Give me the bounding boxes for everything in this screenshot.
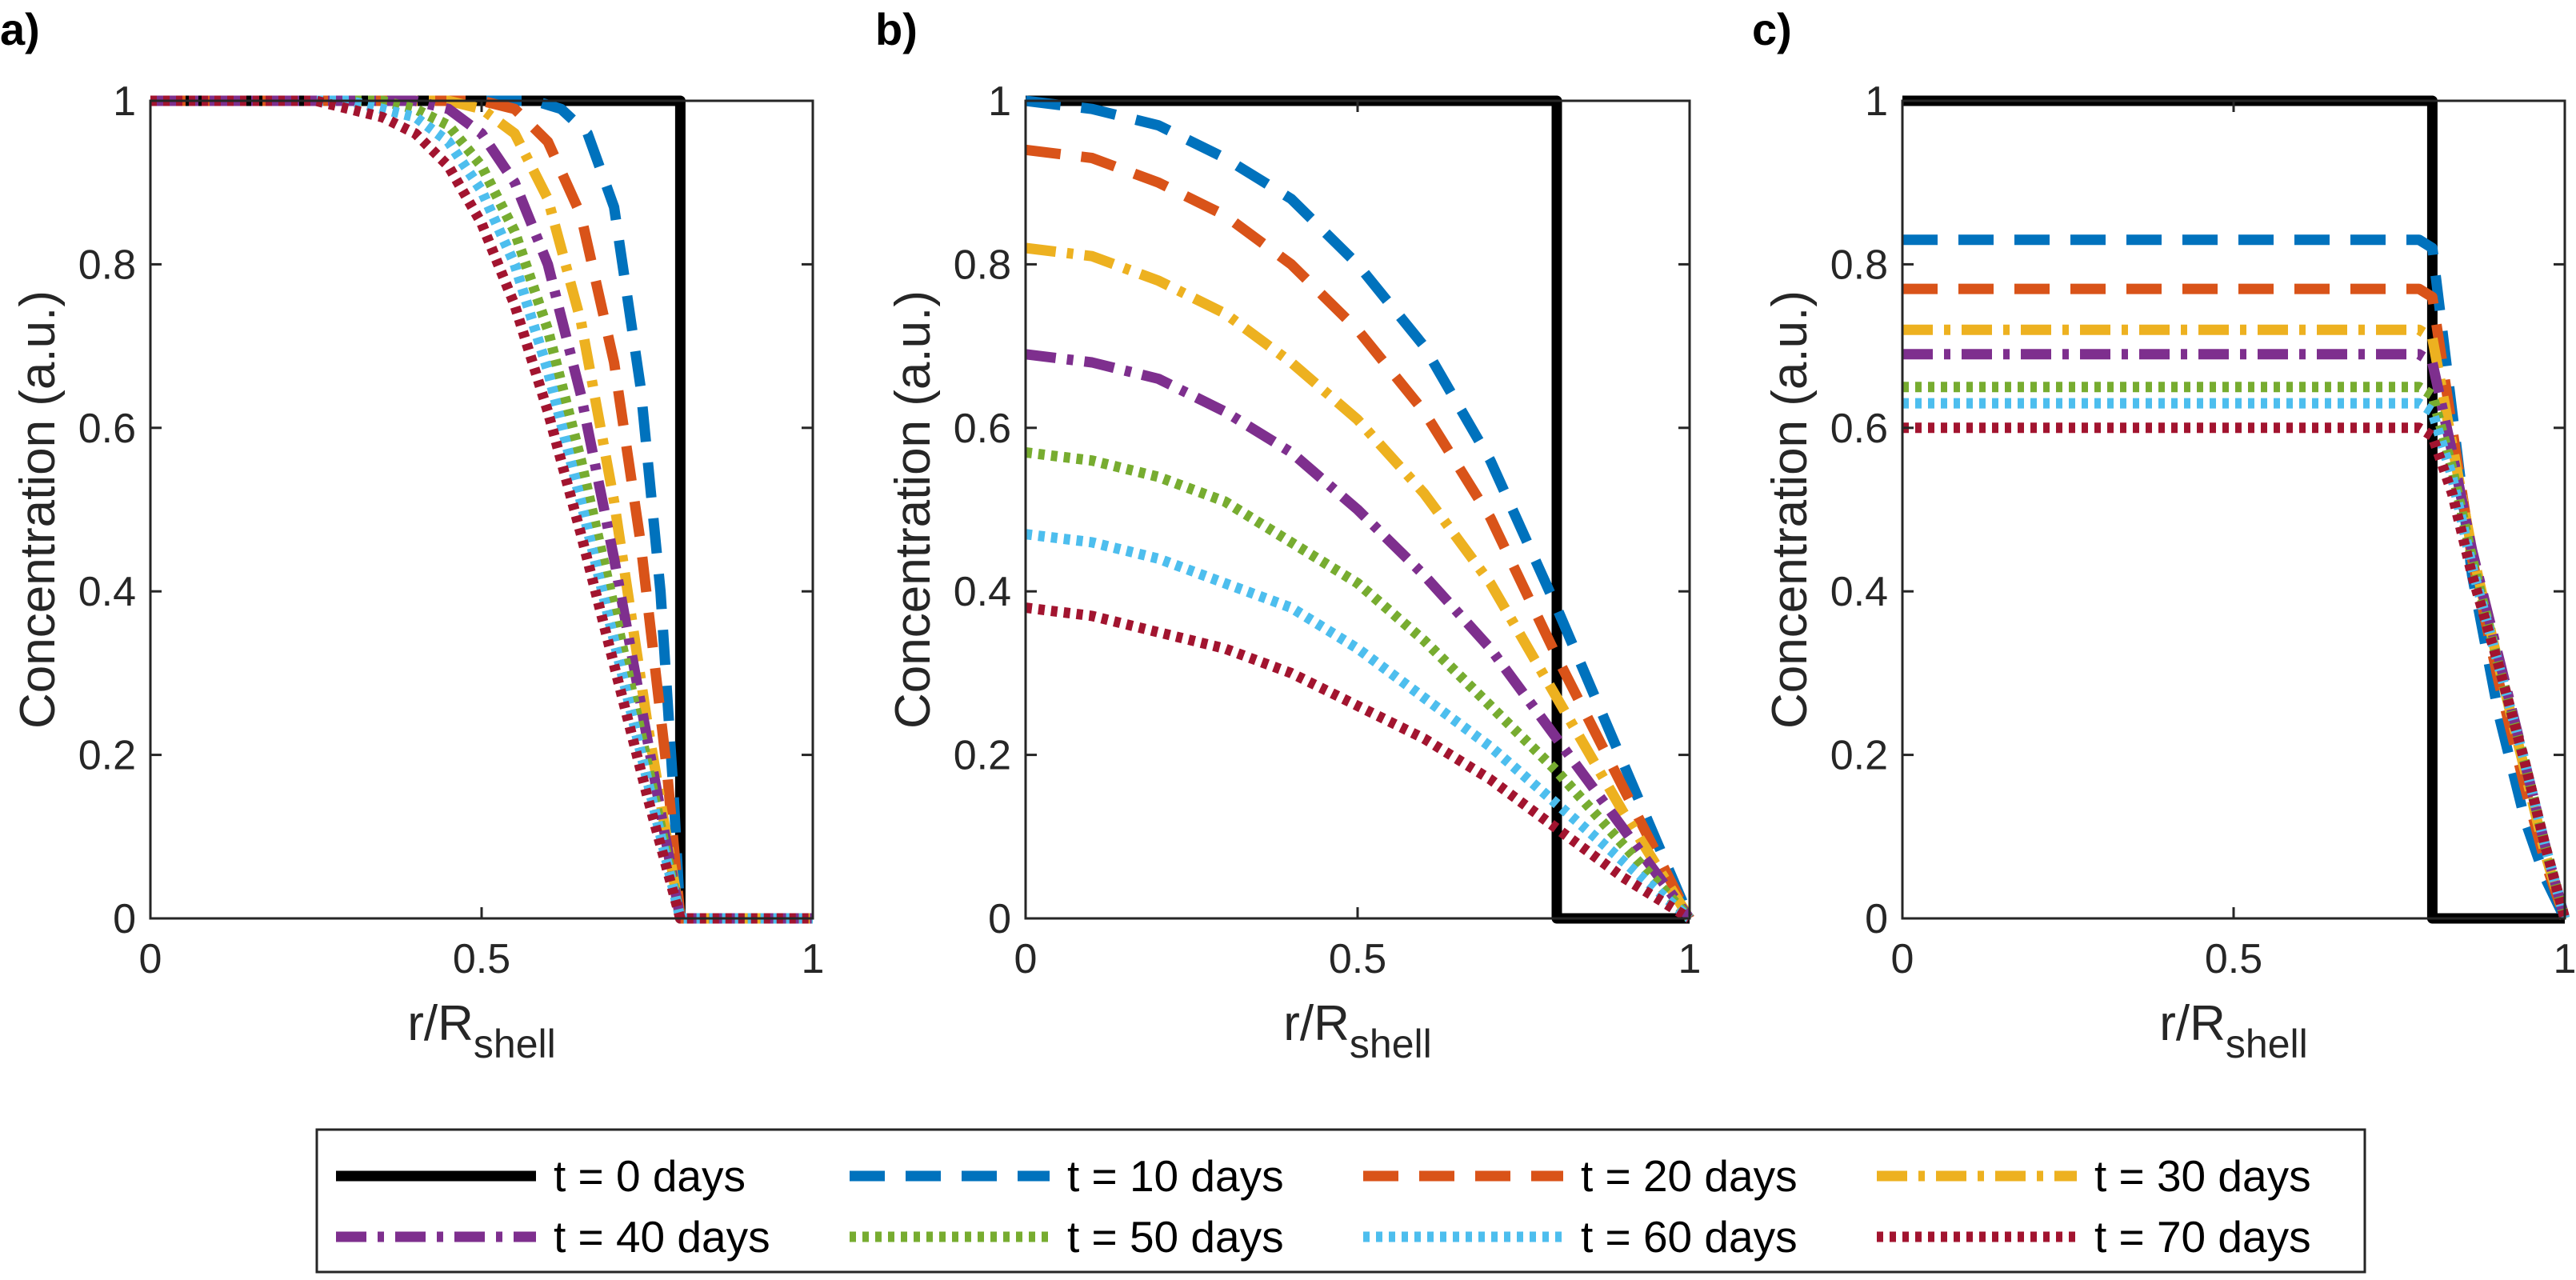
legend-label: t = 60 days xyxy=(1581,1212,1798,1262)
series-line-t-50-days xyxy=(1902,382,2570,920)
series-group xyxy=(150,95,813,924)
legend-box xyxy=(315,1128,2366,1274)
x-tick-label: 0 xyxy=(139,936,162,982)
series-line-t-20-days xyxy=(150,95,813,924)
y-tick-label: 0.2 xyxy=(1830,733,1888,779)
x-tick-label: 1 xyxy=(1678,936,1702,982)
y-tick-label: 0.6 xyxy=(954,406,1011,452)
legend-entry: t = 10 days xyxy=(850,1151,1284,1201)
legend-entry: t = 50 days xyxy=(850,1212,1284,1262)
legend-label: t = 0 days xyxy=(554,1151,746,1201)
y-tick-label: 0.8 xyxy=(78,242,136,288)
y-tick-label: 0.4 xyxy=(78,569,136,615)
legend-label: t = 30 days xyxy=(2094,1151,2311,1201)
y-tick-label: 0.8 xyxy=(954,242,1011,288)
series-line-t-20-days xyxy=(1902,283,2570,921)
legend-entry: t = 40 days xyxy=(336,1212,770,1262)
x-axis-label-subscript: shell xyxy=(474,1022,556,1066)
x-axis-label: r/Rshell xyxy=(2159,996,2308,1066)
y-tick-label: 0 xyxy=(1865,896,1888,942)
legend-entry: t = 0 days xyxy=(336,1151,746,1201)
y-tick-label: 0.8 xyxy=(1830,242,1888,288)
series-line-t-60-days xyxy=(1902,398,2570,920)
legend-label: t = 40 days xyxy=(554,1212,770,1262)
series-line-t-50-days xyxy=(1025,447,1694,922)
series-line-t-10-days xyxy=(150,95,813,924)
panels: 00.20.40.60.810 0.5 1r/RshellConcentration… xyxy=(0,4,2576,1066)
y-tick-label: 1 xyxy=(1865,78,1888,125)
y-tick-label: 1 xyxy=(113,78,136,125)
legend-label: t = 20 days xyxy=(1581,1151,1798,1201)
series-line-t-30-days xyxy=(1902,324,2570,920)
x-axis-label-subscript: shell xyxy=(2226,1022,2308,1066)
legend: t = 0 days t = 10 days t = 20 days t = 30 d… xyxy=(315,1128,2366,1274)
series-line-t-40-days xyxy=(1025,349,1694,922)
legend-entry: t = 60 days xyxy=(1363,1212,1798,1262)
series-line-t-20-days xyxy=(1025,144,1694,921)
y-tick-label: 0 xyxy=(988,896,1011,942)
x-tick-label: 0 xyxy=(1891,936,1914,982)
y-axis-label: Concentration (a.u.) xyxy=(10,290,66,729)
series-line-t-70-days xyxy=(1025,602,1693,923)
panel-label: b) xyxy=(875,4,918,54)
series-line-t-50-days xyxy=(150,95,813,924)
x-axis-label-main: r/R xyxy=(1283,996,1350,1051)
x-axis-label-main: r/R xyxy=(2159,996,2226,1051)
x-tick-label: 0 xyxy=(1014,936,1038,982)
panel-label: c) xyxy=(1752,4,1792,54)
series-line-t-40-days xyxy=(1902,349,2570,920)
y-axis-label: Concentration (a.u.) xyxy=(1762,290,1818,729)
series-line-t-10-days xyxy=(1025,95,1694,921)
x-tick-label: 1 xyxy=(802,936,825,982)
x-axis-label: r/Rshell xyxy=(407,996,556,1066)
x-tick-label: 0.5 xyxy=(453,936,510,982)
x-axis-label-main: r/R xyxy=(407,996,474,1051)
series-line-t-30-days xyxy=(1025,242,1694,922)
y-tick-label: 0 xyxy=(113,896,136,942)
y-tick-label: 1 xyxy=(988,78,1011,125)
series-line-t-70-days xyxy=(150,95,813,924)
x-tick-label: 0.5 xyxy=(2205,936,2262,982)
x-tick-label: 1 xyxy=(2554,936,2576,982)
panel-label: a) xyxy=(0,4,40,54)
y-tick-label: 0.4 xyxy=(1830,569,1888,615)
panel-2: 0 0.2 0.4 0.6 0.8 1 0 0.5 1 r/Rshell Concentration… xyxy=(875,4,1701,1066)
series-line-t-30-days xyxy=(150,95,813,924)
legend-entry: t = 70 days xyxy=(1877,1212,2311,1262)
series-line-t-60-days xyxy=(150,95,813,924)
series-line-t-10-days xyxy=(1902,234,2570,921)
axes-box xyxy=(149,99,814,920)
legend-entry: t = 30 days xyxy=(1877,1151,2311,1201)
series-line-t-0-days xyxy=(150,95,813,924)
y-tick-label: 0.4 xyxy=(954,569,1011,615)
series-line-t-40-days xyxy=(150,95,813,924)
legend-label: t = 70 days xyxy=(2094,1212,2311,1262)
series-group xyxy=(1025,95,1694,924)
x-axis-label: r/Rshell xyxy=(1283,996,1432,1066)
legend-label: t = 50 days xyxy=(1067,1212,1284,1262)
y-tick-label: 0.2 xyxy=(78,733,136,779)
y-axis-label: Concentration (a.u.) xyxy=(886,290,941,729)
panel-3: 0 0.2 0.4 0.6 0.8 1 0 0.5 1 r/Rshell Concentration… xyxy=(1752,4,2576,1066)
legend-entry: t = 20 days xyxy=(1363,1151,1798,1201)
y-tick-label: 0.2 xyxy=(954,733,1011,779)
legend-label: t = 10 days xyxy=(1067,1151,1284,1201)
series-group xyxy=(1902,95,2570,924)
panel-1: 0 0.2 0.4 0.6 0.8 1 0 0.5 1 r/Rshell Concentration… xyxy=(0,4,824,1066)
x-tick-label: 0.5 xyxy=(1329,936,1386,982)
x-axis-label-subscript: shell xyxy=(1350,1022,1432,1066)
y-tick-label: 0.6 xyxy=(1830,406,1888,452)
y-tick-label: 0.6 xyxy=(78,406,136,452)
